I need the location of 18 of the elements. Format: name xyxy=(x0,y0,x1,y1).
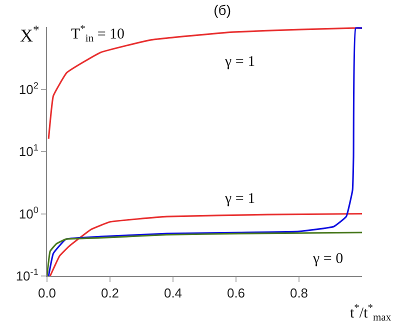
annotation: γ = 1 xyxy=(224,191,256,207)
x-tick-label: 0.6 xyxy=(226,286,246,301)
x-tick-label: 0.8 xyxy=(290,286,308,301)
y-tick-label: 10$^{2}$ xyxy=(18,80,38,97)
x-tick-label: 0.2 xyxy=(100,286,120,301)
annotation: T$^{*}$$_{in}$ = 10 xyxy=(71,24,125,44)
line-series xyxy=(48,27,362,140)
line-series xyxy=(49,212,362,276)
y-tick-label: 10$^{-1}$ xyxy=(16,267,38,284)
x-tick-label: 0.0 xyxy=(38,286,56,301)
annotation: γ = 1 xyxy=(224,54,256,70)
chart-title: (б) xyxy=(214,2,231,18)
y-tick-label: 10$^{1}$ xyxy=(18,142,38,160)
y-axis-title: X$^{*}$ xyxy=(20,23,40,46)
line-series xyxy=(48,27,362,276)
annotation: γ = 0 xyxy=(312,251,344,267)
x-tick-label: 0.4 xyxy=(164,286,182,301)
y-tick-label: 10$^{0}$ xyxy=(18,204,38,222)
